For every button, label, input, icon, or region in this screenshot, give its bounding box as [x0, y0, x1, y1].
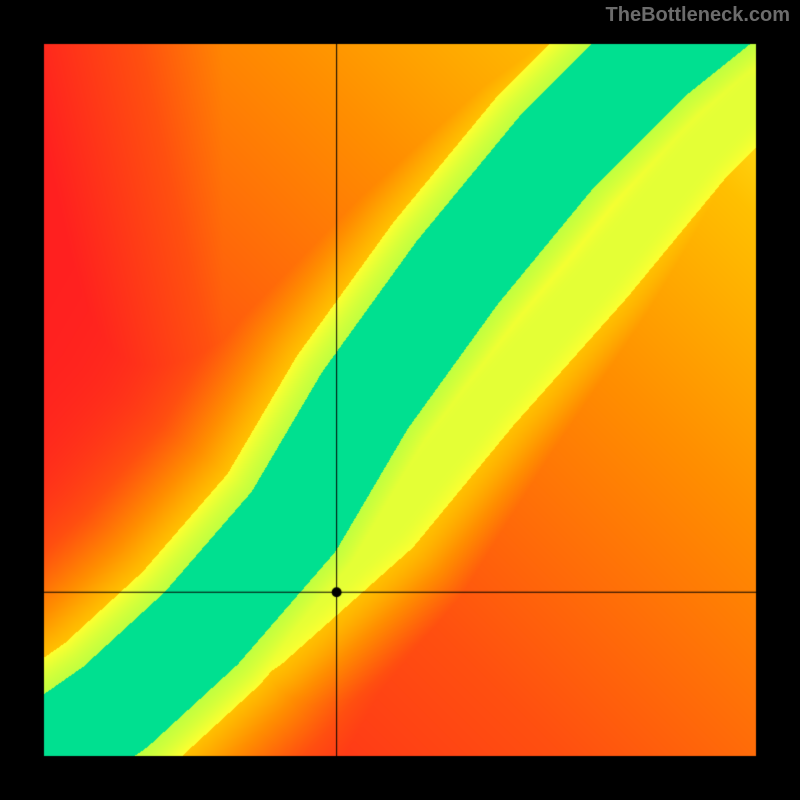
watermark-text: TheBottleneck.com — [606, 4, 790, 27]
heatmap-canvas — [0, 0, 800, 800]
chart-container: TheBottleneck.com — [0, 0, 800, 800]
